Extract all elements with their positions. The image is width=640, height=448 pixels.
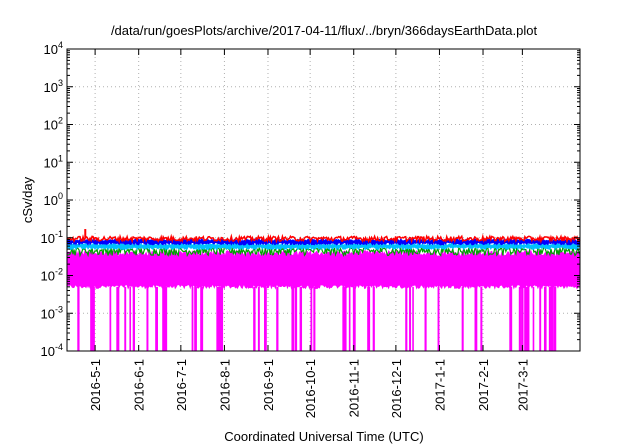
y-axis-label: cSv/day [20, 176, 35, 223]
x-tick-label: 2017-1-1 [432, 359, 447, 411]
chart-title: /data/run/goesPlots/archive/2017-04-11/f… [111, 23, 538, 38]
y-tick-base: 10 [44, 80, 58, 95]
x-axis: 2016-5-1 2016-6-1 2016-7-1 2016-8-1 2016-9-1… [88, 49, 530, 418]
series-red [66, 233, 581, 245]
plot-area [66, 229, 581, 351]
y-tick-base: 10 [41, 269, 55, 284]
y-tick-exponent: -3 [55, 304, 63, 314]
x-tick-label: 2016-11-1 [347, 359, 362, 417]
y-tick-base: 10 [44, 193, 58, 208]
y-tick-exponent: -4 [55, 342, 63, 352]
x-tick-label: 2016-10-1 [303, 359, 318, 418]
y-tick-exponent: 3 [58, 78, 63, 88]
x-tick-label: 2016-12-1 [389, 359, 404, 418]
series-green [66, 244, 581, 258]
y-tick-base: 10 [44, 42, 58, 57]
x-tick-label: 2016-8-1 [217, 359, 232, 411]
y-tick-label: 102 [44, 116, 63, 133]
y-tick-base: 10 [41, 231, 55, 246]
y-tick-base: 10 [44, 155, 58, 170]
y-tick-exponent: 1 [58, 153, 63, 163]
y-tick-exponent: 2 [58, 116, 63, 126]
y-tick-label: 104 [44, 40, 63, 57]
y-tick-base: 10 [41, 344, 55, 359]
grid [67, 49, 580, 351]
y-tick-exponent: 0 [58, 191, 63, 201]
y-tick-exponent: -2 [55, 267, 63, 277]
y-tick-label: 100 [44, 191, 63, 208]
x-tick-label: 2016-5-1 [88, 359, 103, 411]
y-tick-base: 10 [41, 306, 55, 321]
y-tick-label: 10-2 [41, 267, 63, 284]
series-magenta-dropouts [77, 286, 557, 351]
x-tick-label: 2016-6-1 [132, 359, 147, 411]
x-axis-label: Coordinated Universal Time (UTC) [224, 429, 423, 444]
x-tick-label: 2017-3-1 [515, 359, 530, 411]
y-tick-exponent: 4 [58, 40, 63, 50]
y-tick-label: 10-3 [41, 304, 63, 321]
x-tick-label: 2016-7-1 [174, 359, 189, 411]
y-tick-label: 10-4 [41, 342, 63, 359]
series-magenta-band [66, 248, 581, 291]
x-tick-label: 2016-9-1 [261, 359, 276, 411]
y-tick-base: 10 [44, 118, 58, 133]
y-tick-label: 103 [44, 78, 63, 95]
y-tick-label: 101 [44, 153, 63, 170]
y-tick-exponent: -1 [55, 229, 63, 239]
x-tick-label: 2017-2-1 [476, 359, 491, 411]
y-tick-label: 10-1 [41, 229, 63, 246]
